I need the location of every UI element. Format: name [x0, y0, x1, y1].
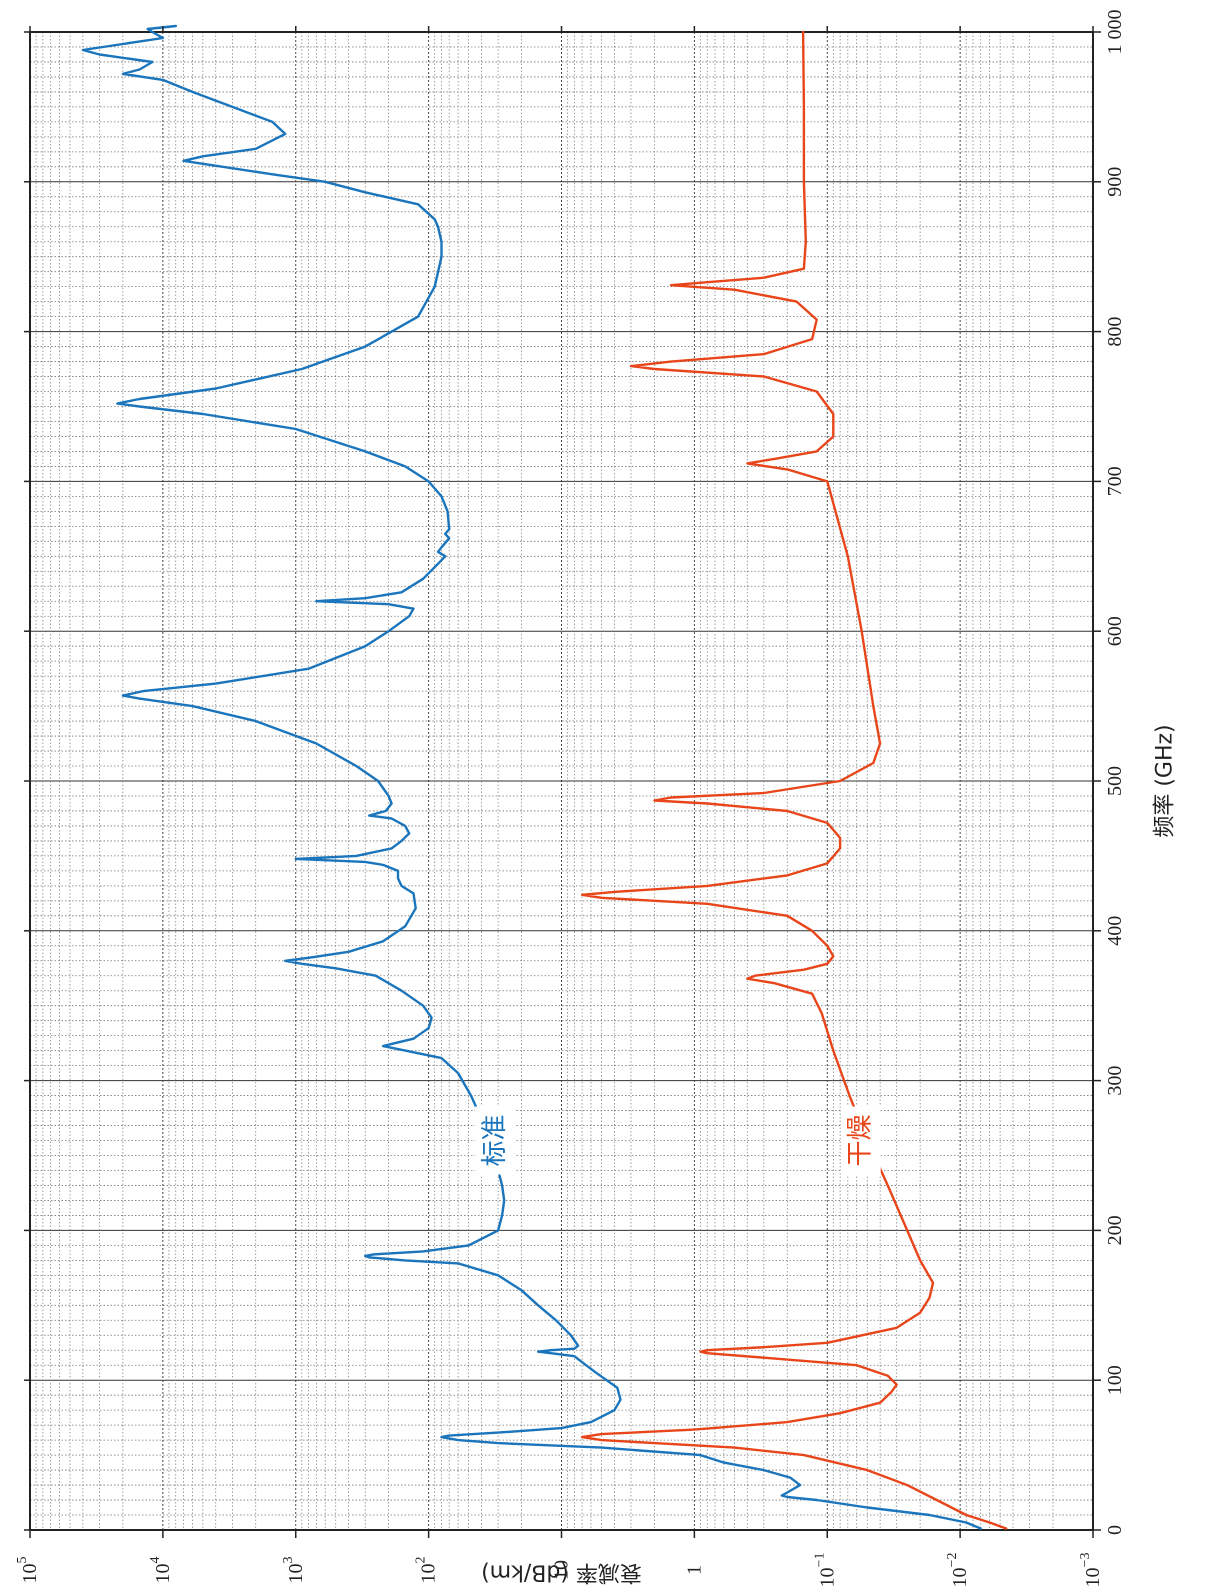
x-tick-label: 400: [1104, 916, 1126, 946]
series-line-dry: [580, 30, 1008, 1530]
x-tick-label: 100: [1104, 1365, 1126, 1395]
series-layer: [81, 24, 1008, 1530]
x-tick-label: 200: [1104, 1215, 1126, 1245]
y-tick-label: 103: [281, 1557, 307, 1584]
x-tick-label: 1 000: [1104, 10, 1126, 55]
y-tick-label: 1: [683, 1565, 705, 1575]
x-tick-label: 900: [1104, 167, 1126, 197]
series-label-bg: [840, 1106, 881, 1175]
y-tick-label: 104: [148, 1557, 174, 1584]
x-tick-label: 300: [1104, 1066, 1126, 1096]
grid: [30, 32, 1093, 1530]
axis-ticks: 0 100 200 300 400 500 600 700 800 900 1 000 10−3 10−…: [15, 10, 1126, 1588]
x-tick-label: 600: [1104, 616, 1126, 646]
series-labels: 标准 干燥: [475, 1106, 881, 1175]
y-tick-label: 105: [15, 1557, 41, 1584]
series-label-bg: [475, 1106, 516, 1175]
series-line-standard: [81, 24, 982, 1530]
y-tick-label: 10−3: [1078, 1553, 1104, 1588]
series-label: 标准: [480, 1115, 510, 1167]
y-axis-title: 衰减率 (dB/km): [481, 1560, 642, 1585]
y-tick-label: 102: [414, 1557, 440, 1584]
y-tick-label: 10−1: [812, 1553, 838, 1588]
x-tick-label: 0: [1104, 1525, 1126, 1535]
x-tick-label: 800: [1104, 317, 1126, 347]
x-axis-title: 频率 (GHz): [1153, 724, 1178, 837]
y-tick-label: 10: [551, 1560, 573, 1580]
series-label: 干燥: [846, 1115, 876, 1167]
x-tick-label: 500: [1104, 766, 1126, 796]
y-tick-label: 10−2: [945, 1553, 971, 1588]
x-tick-label: 700: [1104, 466, 1126, 496]
